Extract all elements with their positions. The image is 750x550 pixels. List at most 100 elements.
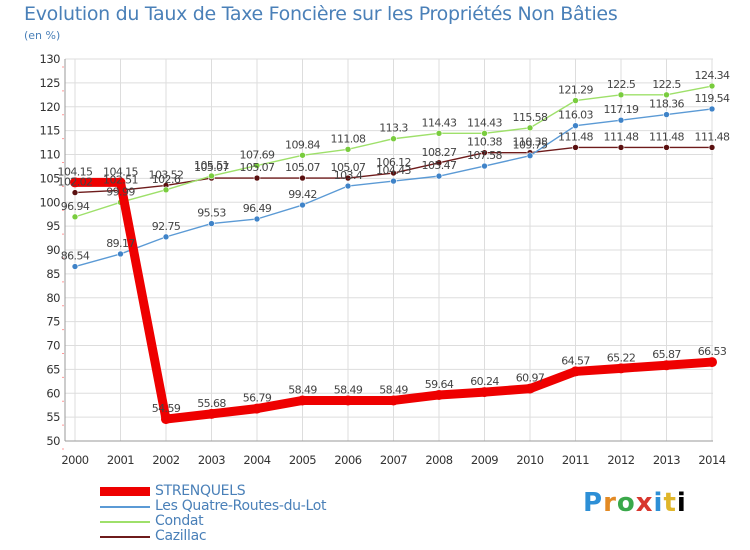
data-label: 58.49 <box>379 383 408 396</box>
data-label: 107.58 <box>467 149 502 162</box>
logo-letter: i <box>676 488 687 518</box>
data-label: 115.58 <box>513 111 548 124</box>
data-label: 113.3 <box>379 122 408 135</box>
data-label: 103.52 <box>149 168 184 181</box>
data-label: 55.68 <box>197 397 226 410</box>
x-tick-label: 2008 <box>425 453 452 467</box>
data-label: 60.97 <box>516 372 545 385</box>
x-tick-label: 2014 <box>698 453 725 467</box>
data-label: 106.12 <box>376 156 411 169</box>
data-label: 102.6 <box>152 173 181 186</box>
y-tick-label: 85 <box>46 267 60 281</box>
data-point <box>663 91 670 99</box>
data-label: 64.57 <box>561 354 590 367</box>
data-label: 65.22 <box>607 351 636 364</box>
data-point <box>344 146 352 153</box>
data-point <box>299 151 306 159</box>
y-tick-label: 75 <box>46 315 60 329</box>
data-label: 103.4 <box>334 169 363 182</box>
data-label: 86.54 <box>61 250 90 263</box>
data-point <box>481 162 488 170</box>
data-point <box>252 403 262 414</box>
legend-swatch-cazillac <box>100 536 150 538</box>
data-label: 96.49 <box>243 202 272 215</box>
x-tick-label: 2007 <box>380 453 407 467</box>
legend-label-cazillac: Cazillac <box>155 528 207 544</box>
chart-subtitle: (en %) <box>24 29 61 42</box>
data-point <box>208 172 215 180</box>
y-tick-label: 60 <box>46 386 60 400</box>
data-point <box>297 395 308 406</box>
data-point <box>117 250 124 258</box>
data-point <box>71 213 79 221</box>
x-tick-label: 2003 <box>198 453 225 467</box>
data-label: 96.94 <box>61 200 90 213</box>
data-point <box>435 130 443 137</box>
legend-label-strenquels: STRENQUELS <box>155 483 246 499</box>
data-point <box>663 111 670 118</box>
data-label: 109.84 <box>285 138 320 151</box>
data-point <box>253 162 261 169</box>
data-point <box>617 144 625 151</box>
legend-label-condat: Condat <box>155 513 204 529</box>
data-label: 104.15 <box>103 165 138 178</box>
data-point <box>572 122 579 130</box>
data-point <box>708 82 716 90</box>
data-point <box>525 383 535 394</box>
data-point <box>526 152 534 159</box>
x-tick-label: 2009 <box>471 453 498 467</box>
data-label: 99.42 <box>288 188 317 201</box>
x-tick-label: 2001 <box>107 453 134 467</box>
proxiti-logo: Proxiti <box>583 488 687 518</box>
data-label: 105.07 <box>285 161 320 174</box>
data-label: 58.49 <box>288 383 317 396</box>
y-tick-label: 95 <box>46 219 60 233</box>
data-label: 114.43 <box>422 116 457 129</box>
data-label: 59.64 <box>425 378 454 391</box>
data-label: 118.36 <box>649 98 684 111</box>
logo-letter: x <box>635 488 654 518</box>
x-tick-label: 2004 <box>243 453 270 467</box>
y-tick-label: 115 <box>40 124 61 138</box>
data-label: 117.19 <box>604 103 639 116</box>
data-point <box>390 135 397 143</box>
line-chart: 50 55 60 65 70 75 80 85 90 95 100 105 110 115 120 125 13… <box>40 52 731 467</box>
data-point <box>343 395 353 406</box>
data-label: 58.49 <box>334 383 363 396</box>
data-label: 111.48 <box>649 130 684 143</box>
data-point <box>435 172 443 180</box>
data-point <box>253 215 261 223</box>
data-label: 108.27 <box>422 146 457 159</box>
data-label: 111.48 <box>604 130 639 143</box>
logo-letter: o <box>616 488 636 518</box>
data-label: 124.34 <box>695 69 730 82</box>
data-label: 109.75 <box>513 139 548 152</box>
y-tick-label: 120 <box>40 100 61 114</box>
data-point <box>661 360 672 371</box>
y-tick-label: 125 <box>40 76 61 90</box>
data-label: 95.53 <box>197 207 226 220</box>
data-label: 116.03 <box>558 109 593 122</box>
data-point <box>479 387 490 398</box>
x-tick-label: 2012 <box>607 453 634 467</box>
data-label: 111.48 <box>558 130 593 143</box>
data-label: 111.08 <box>331 132 366 145</box>
data-label: 105.07 <box>331 161 366 174</box>
logo-letter: i <box>653 488 664 518</box>
data-label: 121.29 <box>558 84 593 97</box>
data-label: 105.47 <box>422 159 457 172</box>
data-label: 105.07 <box>194 161 229 174</box>
data-label: 66.53 <box>698 345 727 358</box>
data-point <box>344 182 352 190</box>
data-point <box>344 174 352 182</box>
data-point <box>435 159 443 167</box>
x-tick-label: 2000 <box>61 453 88 467</box>
data-label: 119.54 <box>695 92 730 105</box>
legend-label-quatre-routes: Les Quatre-Routes-du-Lot <box>155 498 327 514</box>
data-point <box>572 144 579 151</box>
y-tick-label: 90 <box>46 243 60 257</box>
data-point <box>208 220 215 227</box>
data-label: 89.17 <box>106 237 135 250</box>
data-point <box>162 233 170 241</box>
data-point <box>70 177 80 188</box>
